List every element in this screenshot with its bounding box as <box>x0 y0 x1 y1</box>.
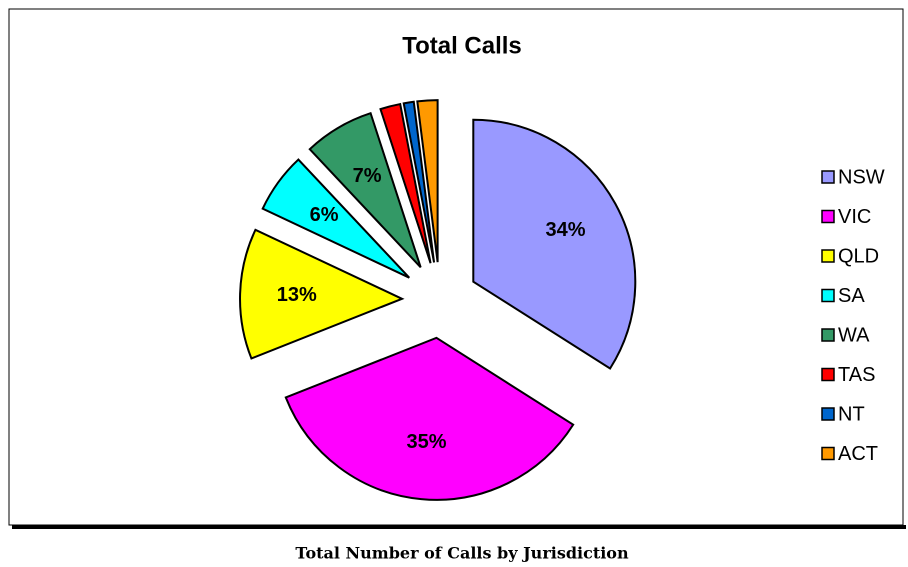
pie-slice <box>402 100 436 263</box>
legend-label: TAS <box>838 364 875 386</box>
legend-label: NSW <box>838 166 885 188</box>
caption: Total Number of Calls by Jurisdiction <box>295 544 629 563</box>
legend-label: SA <box>838 285 865 307</box>
legend-label: WA <box>838 324 870 346</box>
legend-label: QLD <box>838 245 879 267</box>
pie-slice <box>416 99 439 263</box>
data-label: 6% <box>310 204 339 226</box>
pie-slice <box>379 102 432 264</box>
legend-swatch <box>821 170 835 184</box>
legend-label: VIC <box>838 206 871 228</box>
pie-slice <box>239 228 405 360</box>
pie-slice <box>261 158 410 279</box>
legend-label: NT <box>838 403 865 425</box>
legend-swatch <box>821 209 835 224</box>
legend-swatch <box>821 249 835 263</box>
data-label: 34% <box>546 219 586 241</box>
pie-slice <box>308 111 422 268</box>
data-label: 7% <box>353 165 382 187</box>
data-label: 13% <box>277 284 317 306</box>
legend-swatch <box>821 446 835 461</box>
pie-slice <box>284 336 575 501</box>
legend-swatch <box>821 407 835 421</box>
legend-swatch <box>821 288 835 303</box>
legend-label: ACT <box>838 443 878 465</box>
legend-swatch <box>821 328 835 342</box>
chart-title: Total Calls <box>402 32 522 59</box>
legend-swatch <box>821 367 835 382</box>
pie-slice <box>472 118 637 370</box>
data-label: 35% <box>406 431 446 453</box>
